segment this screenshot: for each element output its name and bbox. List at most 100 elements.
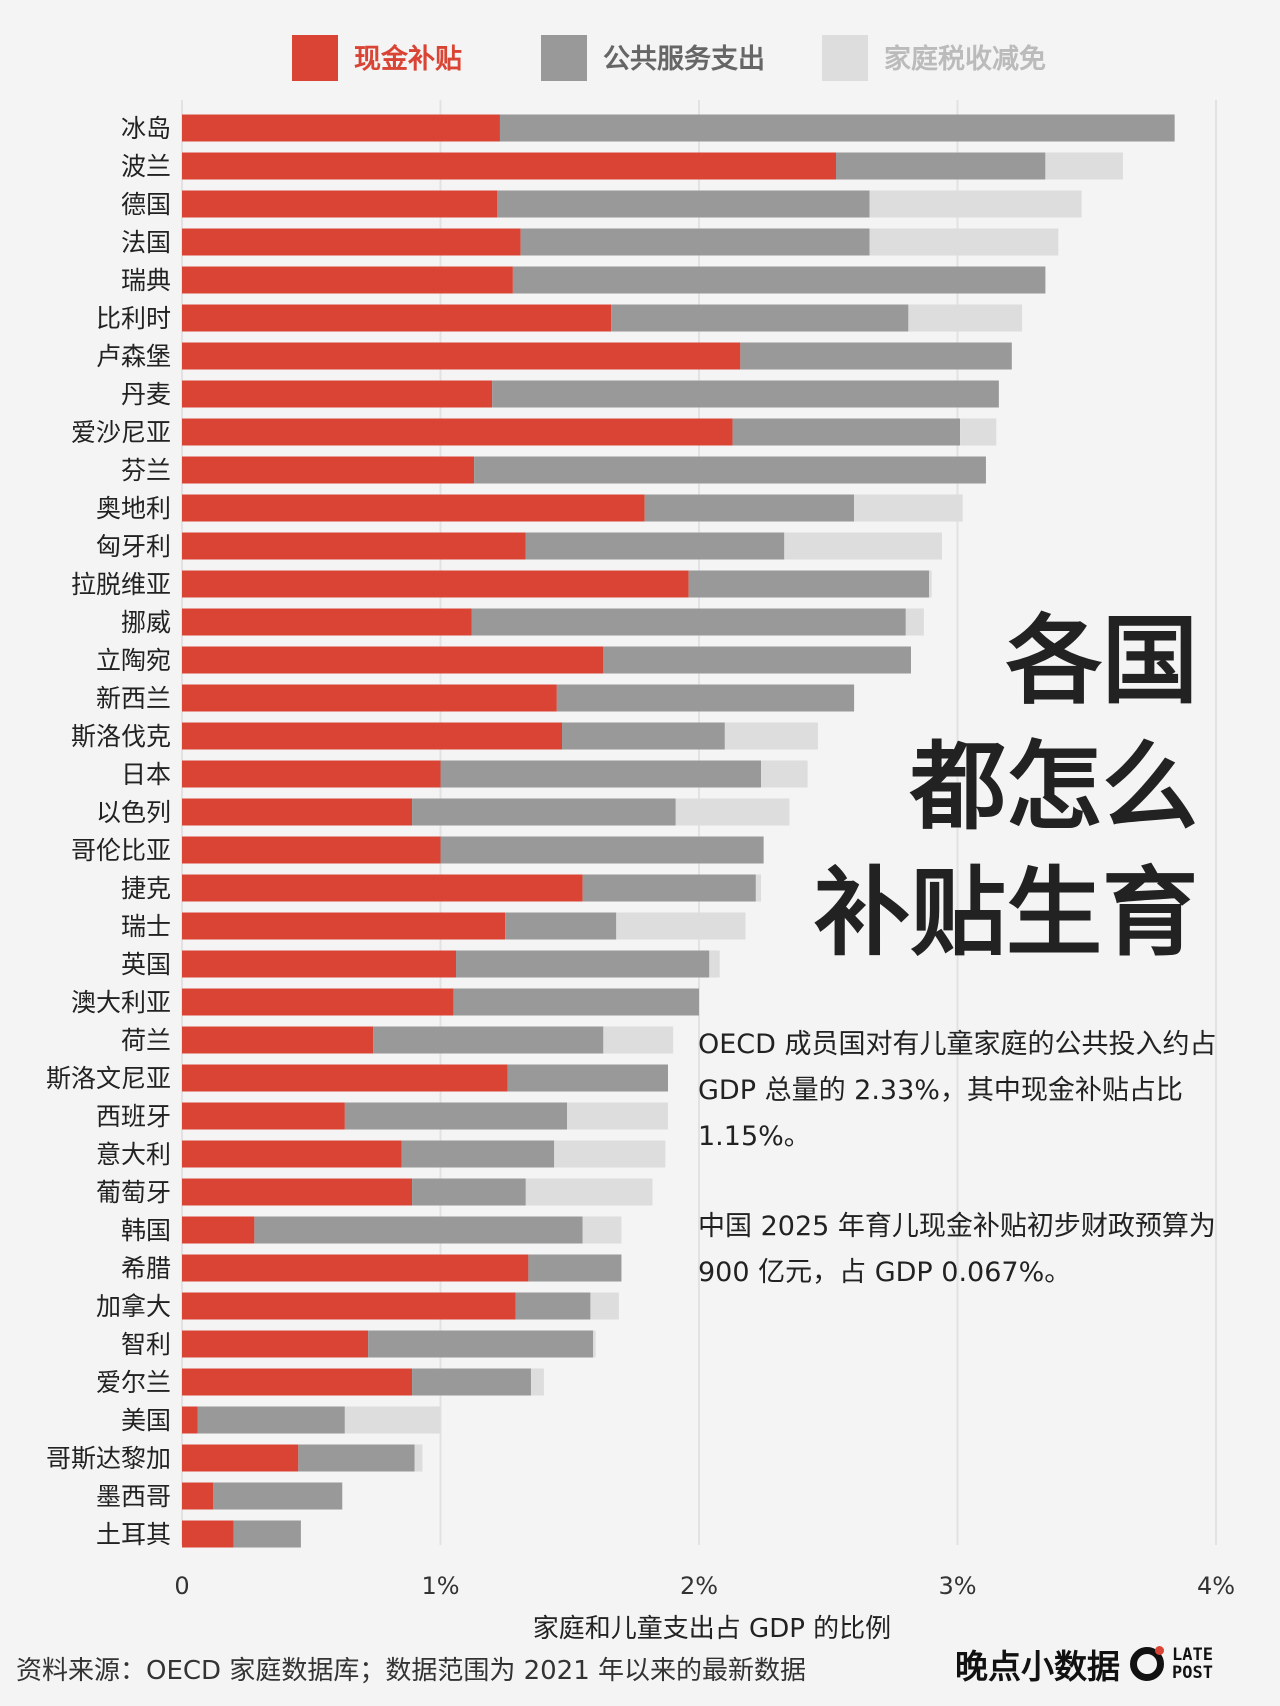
category-label: 爱沙尼亚 xyxy=(71,418,171,447)
x-tick-label: 0 xyxy=(174,1572,189,1600)
bar-segment xyxy=(590,1292,619,1320)
bar-segment xyxy=(554,1140,666,1168)
bar-segment xyxy=(182,950,457,978)
bar-segment xyxy=(412,1368,531,1396)
bar-segment xyxy=(616,912,746,940)
notes: OECD 成员国对有儿童家庭的公共投入约占 GDP 总量的 2.33%，其中现金… xyxy=(698,1022,1218,1340)
legend-swatch xyxy=(541,35,587,81)
bar-segment xyxy=(755,874,762,902)
bar-segment xyxy=(182,152,837,180)
legend-swatch xyxy=(292,35,338,81)
category-label: 智利 xyxy=(121,1330,171,1359)
bar-segment xyxy=(412,1178,526,1206)
bar-segment xyxy=(474,456,986,484)
bar-segment xyxy=(182,570,689,598)
bar-segment xyxy=(182,1368,413,1396)
bar-segment xyxy=(530,1368,544,1396)
bar-segment xyxy=(373,1026,604,1054)
bar-segment xyxy=(182,1482,214,1510)
category-label: 挪威 xyxy=(121,608,171,637)
x-tick-label: 1% xyxy=(421,1572,459,1600)
category-label: 美国 xyxy=(121,1406,171,1435)
category-label: 拉脱维亚 xyxy=(71,570,171,599)
bar-segment xyxy=(182,912,506,940)
category-label: 墨西哥 xyxy=(96,1482,171,1511)
category-label: 德国 xyxy=(121,190,171,219)
bar-segment xyxy=(836,152,1046,180)
legend-label: 公共服务支出 xyxy=(603,44,765,75)
bar-segment xyxy=(182,1254,529,1282)
bar-segment xyxy=(869,228,1059,256)
legend-label: 现金补贴 xyxy=(354,43,462,75)
note-oecd: OECD 成员国对有儿童家庭的公共投入约占 GDP 总量的 2.33%，其中现金… xyxy=(698,1029,1217,1152)
category-label: 捷克 xyxy=(121,874,171,903)
category-label: 比利时 xyxy=(96,304,171,333)
category-label: 以色列 xyxy=(96,798,171,827)
headline-line-2: 都怎么 xyxy=(910,730,1198,843)
bar-segment xyxy=(254,1216,583,1244)
category-label: 丹麦 xyxy=(121,380,171,409)
category-label: 英国 xyxy=(121,950,171,979)
bar-segment xyxy=(182,418,733,446)
bar-segment xyxy=(603,1026,674,1054)
bar-segment xyxy=(784,532,942,560)
bar-segment xyxy=(344,1102,568,1130)
bar-segment xyxy=(675,798,790,826)
bar-segment xyxy=(525,532,785,560)
category-label: 冰岛 xyxy=(121,114,171,143)
bar-segment xyxy=(520,228,870,256)
bar-segment xyxy=(905,608,924,636)
bar-segment xyxy=(456,950,710,978)
bar-segment xyxy=(182,1026,374,1054)
category-label: 韩国 xyxy=(121,1216,171,1245)
bar-segment xyxy=(182,266,513,294)
brand-name: 晚点小数据 xyxy=(955,1647,1120,1686)
bar-segment xyxy=(515,1292,591,1320)
x-tick-label: 2% xyxy=(680,1572,718,1600)
bar-segment xyxy=(182,1140,402,1168)
headline-line-3: 补贴生育 xyxy=(814,856,1198,969)
bar-segment xyxy=(197,1406,345,1434)
bar-segment xyxy=(182,304,612,332)
category-label: 意大利 xyxy=(96,1140,171,1169)
legend-label: 家庭税收减免 xyxy=(884,43,1046,75)
bar-segment xyxy=(688,570,930,598)
bar-segment xyxy=(561,722,725,750)
category-label: 哥伦比亚 xyxy=(71,836,171,865)
bar-segment xyxy=(854,494,963,522)
bar-segment xyxy=(368,1330,594,1358)
bar-segment xyxy=(182,722,562,750)
bar-segment xyxy=(182,646,604,674)
category-label: 斯洛伐克 xyxy=(71,722,171,751)
category-label: 新西兰 xyxy=(96,684,171,713)
bar-segment xyxy=(182,1178,413,1206)
bar-segment xyxy=(528,1254,622,1282)
category-label: 爱尔兰 xyxy=(96,1368,171,1397)
bar-segment xyxy=(182,1520,234,1548)
headline: 各国 都怎么 补贴生育 xyxy=(814,598,1198,976)
category-label: 瑞士 xyxy=(121,912,171,941)
bar-segment xyxy=(182,836,441,864)
category-label: 澳大利亚 xyxy=(71,988,171,1017)
bar-segment xyxy=(507,1064,668,1092)
category-label: 瑞典 xyxy=(121,266,171,295)
brand-logo: 晚点小数据 LATE POST xyxy=(955,1640,1213,1688)
bar-segment xyxy=(182,228,521,256)
bar-segment xyxy=(492,380,999,408)
bar-segment xyxy=(567,1102,668,1130)
bar-segment xyxy=(182,494,645,522)
bar-segment xyxy=(869,190,1082,218)
bar-segment xyxy=(182,532,526,560)
category-label: 斯洛文尼亚 xyxy=(46,1064,171,1093)
category-label: 波兰 xyxy=(121,152,171,181)
bar-segment xyxy=(582,1216,622,1244)
bar-segment xyxy=(440,760,762,788)
bar-segment xyxy=(182,456,475,484)
bar-segment xyxy=(182,988,454,1016)
bar-segment xyxy=(709,950,720,978)
x-tick-label: 4% xyxy=(1197,1572,1235,1600)
bar-segment xyxy=(1045,152,1123,180)
bar-segment xyxy=(960,418,997,446)
bar-segment xyxy=(644,494,855,522)
bar-segment xyxy=(611,304,909,332)
